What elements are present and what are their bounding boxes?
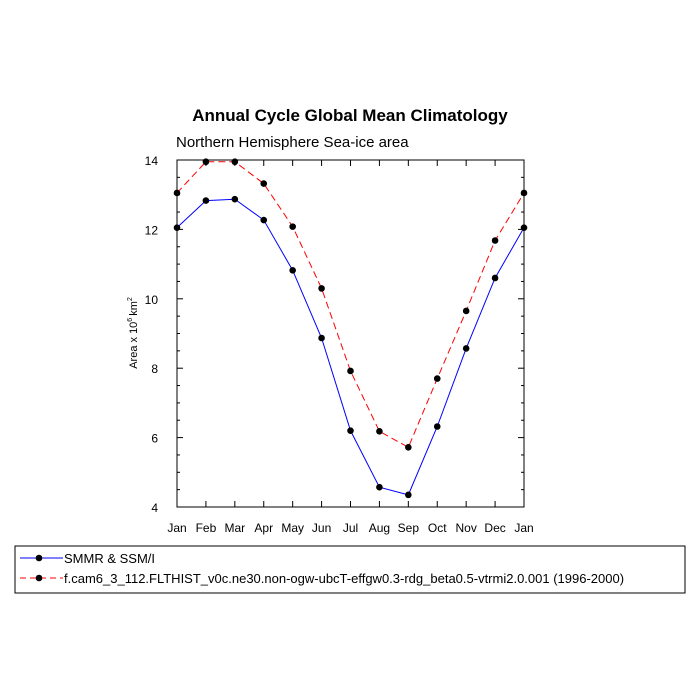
legend-marker <box>35 574 43 582</box>
y-tick-label: 12 <box>145 223 159 237</box>
y-axis-title-text: Area x 10 <box>128 322 140 369</box>
x-tick-label: Jun <box>312 521 331 535</box>
data-point <box>173 189 181 197</box>
data-point <box>405 491 412 499</box>
legend-item: SMMR & SSM/I <box>20 551 155 566</box>
data-point <box>405 444 412 451</box>
x-axis-labels: Jan Feb Mar Apr May Jun Jul Aug Sep Oct Nov Dec Jan <box>167 521 533 535</box>
legend-label: f.cam6_3_112.FLTHIST_v0c.ne30.non-ogw-ub… <box>64 571 624 586</box>
data-point <box>376 428 383 435</box>
x-tick-label: Sep <box>398 521 420 535</box>
data-point <box>520 189 528 197</box>
y-tick-label: 10 <box>145 293 159 307</box>
y-axis-title-unit: km <box>128 301 140 316</box>
legend: SMMR & SSM/I f.cam6_3_112.FLTHIST_v0c.ne3… <box>14 545 686 594</box>
y-axis-title-unit-sup: 2 <box>127 297 134 301</box>
y-tick-label: 8 <box>151 362 158 376</box>
chart-subtitle: Northern Hemisphere Sea-ice area <box>176 134 409 151</box>
series-2 <box>173 158 528 451</box>
x-tick-label: Aug <box>369 521 390 535</box>
data-point <box>202 158 210 166</box>
series-1 <box>173 195 528 499</box>
x-tick-label: Feb <box>196 521 217 535</box>
y-tick-label: 6 <box>151 432 158 446</box>
data-point <box>376 483 383 491</box>
series-line <box>176 161 525 449</box>
plot-area: Jan Feb Mar Apr May Jun Jul Aug Sep Oct Nov Dec Jan … <box>145 154 534 535</box>
data-point <box>462 307 470 315</box>
data-point <box>318 334 325 342</box>
chart-title: Annual Cycle Global Mean Climatology <box>192 106 508 125</box>
legend-item: f.cam6_3_112.FLTHIST_v0c.ne30.non-ogw-ub… <box>20 571 624 586</box>
x-tick-label: Jan <box>514 521 533 535</box>
data-point <box>347 427 354 434</box>
data-point <box>231 195 239 203</box>
x-tick-label: Oct <box>428 521 447 535</box>
data-point <box>318 285 325 292</box>
data-point <box>173 224 181 231</box>
data-point <box>491 274 499 282</box>
legend-items: SMMR & SSM/I f.cam6_3_112.FLTHIST_v0c.ne3… <box>20 551 624 586</box>
data-point <box>520 224 528 231</box>
x-tick-label: Dec <box>484 521 505 535</box>
x-tick-label: Mar <box>224 521 245 535</box>
data-point <box>347 367 354 375</box>
data-point <box>260 180 268 187</box>
y-axis-title-sup: 6 <box>127 318 134 322</box>
y-tick-label: 4 <box>151 501 158 515</box>
data-point <box>231 158 239 166</box>
y-axis-title: Area x 106 km2 <box>127 297 140 369</box>
data-point <box>289 267 296 274</box>
x-tick-label: Apr <box>254 521 273 535</box>
data-point <box>260 216 268 224</box>
series-line <box>176 198 525 496</box>
data-point <box>289 223 296 230</box>
x-tick-label: Nov <box>455 521 476 535</box>
y-axis-labels: 4 6 8 10 12 14 <box>145 154 159 515</box>
data-point <box>433 423 441 430</box>
data-point <box>202 197 210 204</box>
legend-marker <box>35 554 43 562</box>
data-point <box>462 345 470 352</box>
x-tick-label: May <box>281 521 304 535</box>
x-tick-label: Jul <box>343 521 358 535</box>
x-tick-label: Jan <box>167 521 186 535</box>
data-point <box>433 375 441 382</box>
legend-frame <box>14 545 686 594</box>
y-tick-label: 14 <box>145 154 159 168</box>
legend-label: SMMR & SSM/I <box>64 551 155 566</box>
data-point <box>491 237 499 244</box>
series-layer <box>173 158 528 499</box>
